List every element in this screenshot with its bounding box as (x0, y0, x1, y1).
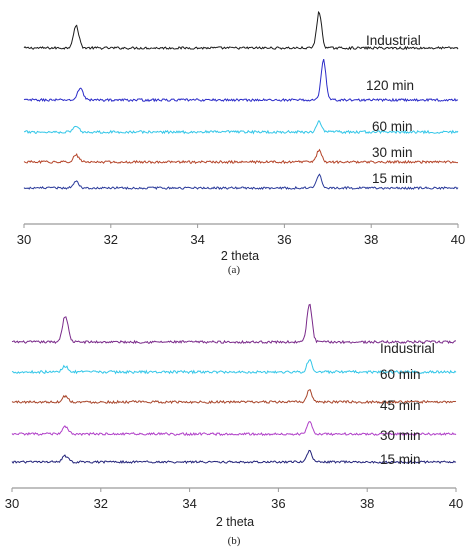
series-label: Industrial (380, 341, 435, 356)
x-axis-title: 2 theta (216, 515, 254, 529)
series-label: Industrial (366, 33, 421, 48)
series-label: 30 min (380, 428, 421, 443)
panel-a: 30 32 34 36 38 40 2 theta(a) Industrial 120 min 6… (17, 10, 465, 276)
series-line (23, 10, 459, 51)
series-line (11, 421, 457, 437)
x-tick-label: 38 (360, 496, 374, 511)
series-label: 120 min (366, 78, 414, 93)
x-tick-label: 34 (190, 232, 204, 247)
series-line (11, 303, 456, 345)
panel-caption: (a) (228, 264, 241, 276)
series-label: 15 min (380, 452, 421, 467)
x-tick-label: 30 (17, 232, 31, 247)
x-tick-label: 36 (277, 232, 291, 247)
series-label: 60 min (380, 367, 421, 382)
x-tick-label: 40 (449, 496, 463, 511)
x-tick-label: 32 (104, 232, 118, 247)
series-line (23, 120, 459, 135)
series-line (23, 148, 458, 165)
x-tick-label: 32 (94, 496, 108, 511)
x-tick-label: 34 (182, 496, 196, 511)
x-tick-label: 40 (451, 232, 465, 247)
x-tick-label: 38 (364, 232, 378, 247)
series-label: 60 min (372, 119, 413, 134)
x-tick-label: 30 (5, 496, 19, 511)
panel-b: 30 32 34 36 38 40 2 theta (b) Industrial 60 min 45… (5, 303, 463, 547)
series-line (23, 58, 459, 103)
series-label: 45 min (380, 398, 421, 413)
series-line (23, 173, 459, 191)
panel-caption: (b) (228, 535, 241, 547)
series-line (11, 358, 457, 375)
series-label: 15 min (372, 171, 413, 186)
series-line (11, 388, 457, 405)
series-label: 30 min (372, 145, 413, 160)
x-axis-title: 2 theta (221, 249, 259, 263)
series-line (11, 449, 457, 465)
x-tick-label: 36 (271, 496, 285, 511)
